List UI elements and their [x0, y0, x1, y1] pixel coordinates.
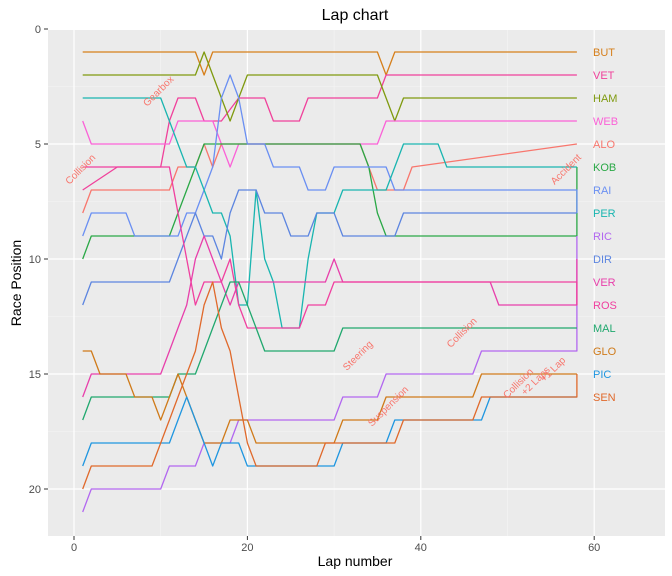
y-axis-label: Race Position [8, 240, 24, 326]
axis-ticks: 0 20 40 60 0 5 10 15 20 [29, 24, 601, 554]
driver-label-web: WEB [593, 116, 618, 128]
y-tick-label: 10 [29, 254, 41, 266]
driver-label-mal: MAL [593, 323, 616, 335]
series-line-but [82, 51, 577, 76]
series-lines [82, 51, 578, 513]
x-tick-label: 60 [588, 542, 600, 554]
series-line-sen [82, 281, 578, 490]
driver-labels: BUT VET HAM WEB ALO KOB RAI PER RIC DIR VER ROS MAL G… [593, 47, 618, 404]
x-tick-label: 0 [71, 542, 77, 554]
driver-label-glo: GLO [593, 346, 617, 358]
driver-label-alo: ALO [593, 139, 615, 151]
y-tick-label: 0 [35, 24, 41, 36]
series-line-rai [82, 74, 578, 237]
driver-label-ver: VER [593, 277, 616, 289]
driver-label-ric: RIC [593, 231, 612, 243]
driver-label-ros: ROS [593, 300, 617, 312]
driver-label-per: PER [593, 208, 616, 220]
y-tick-label: 5 [35, 139, 41, 151]
driver-label-pic: PIC [593, 369, 611, 381]
y-tick-label: 15 [29, 369, 41, 381]
series-line-dir [82, 189, 577, 306]
x-tick-label: 20 [241, 542, 253, 554]
driver-label-vet: VET [593, 70, 615, 82]
driver-label-ham: HAM [593, 93, 617, 105]
grid [48, 28, 665, 536]
driver-label-dir: DIR [593, 254, 612, 266]
series-line-ric [82, 236, 578, 513]
x-axis-label: Lap number [318, 553, 393, 569]
chart-title: Lap chart [322, 7, 389, 24]
plot-panel [48, 30, 665, 536]
driver-label-sen: SEN [593, 392, 616, 404]
y-tick-label: 20 [29, 484, 41, 496]
series-line-per [82, 97, 577, 329]
driver-label-rai: RAI [593, 185, 611, 197]
driver-label-but: BUT [593, 47, 615, 59]
driver-label-kob: KOB [593, 162, 616, 174]
x-tick-label: 40 [415, 542, 427, 554]
